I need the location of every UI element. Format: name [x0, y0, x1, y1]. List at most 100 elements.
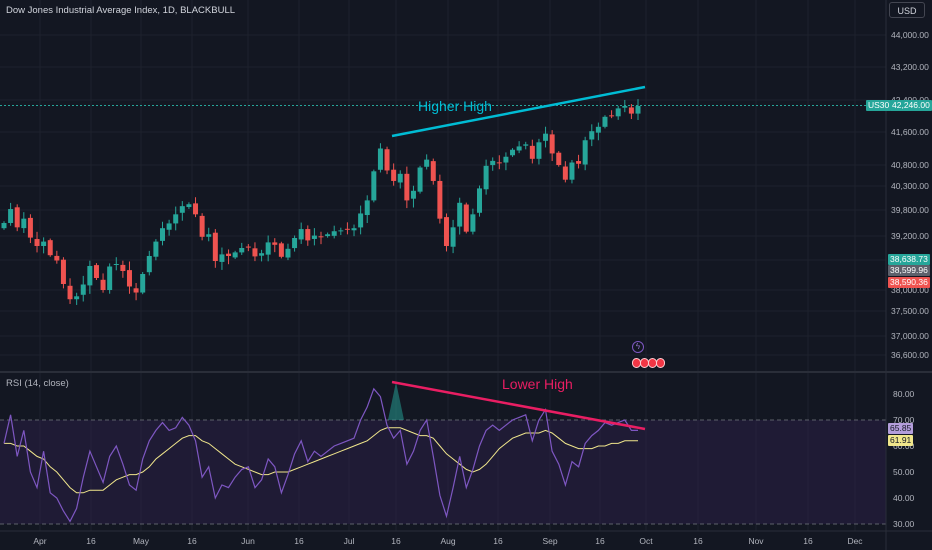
- candle-body: [199, 215, 205, 237]
- candle-body: [245, 246, 251, 248]
- candle-body: [133, 288, 139, 293]
- candle-body: [14, 207, 20, 228]
- candle-body: [113, 264, 119, 265]
- candlestick-series: [1, 99, 641, 305]
- candle-body: [54, 255, 60, 261]
- price-tick-label: 44,000.00: [891, 30, 929, 40]
- rsi-tick-label: 80.00: [893, 389, 915, 399]
- candle-body: [477, 188, 482, 213]
- candle-body: [285, 248, 291, 258]
- candle-body: [582, 140, 588, 165]
- candle-body: [146, 256, 152, 273]
- candle-body: [391, 169, 397, 181]
- candle-body: [325, 234, 331, 237]
- rsi-band: [0, 420, 886, 524]
- candle-body: [252, 248, 258, 257]
- higher-high-trendline[interactable]: [391, 85, 646, 138]
- candle-body: [457, 202, 463, 227]
- candle-body: [338, 230, 344, 232]
- candle-body: [160, 228, 165, 241]
- candle-body: [556, 152, 562, 165]
- candle-body: [219, 254, 225, 262]
- time-tick-label: Dec: [847, 536, 863, 546]
- price-label-high: 38,638.73: [888, 254, 930, 265]
- candle-body: [239, 248, 245, 253]
- rsi-line: [3, 387, 638, 523]
- candle-body: [635, 106, 641, 114]
- candle-body: [331, 231, 337, 236]
- time-axis[interactable]: Apr 16 May 16 Jun 16 Jul 16 Aug 16 Sep 16 Oct 16 Nov 16…: [33, 536, 863, 546]
- time-tick-label: May: [133, 536, 150, 546]
- time-tick-label: Jul: [344, 536, 355, 546]
- time-tick-label: 16: [493, 536, 503, 546]
- candle-body: [490, 160, 496, 166]
- candle-body: [212, 232, 218, 261]
- lower-high-trendline[interactable]: [391, 380, 646, 431]
- candle-body: [364, 200, 370, 216]
- time-tick-label: Apr: [33, 536, 46, 546]
- candle-body: [107, 266, 113, 290]
- time-tick-label: 16: [187, 536, 197, 546]
- candle-body: [417, 167, 423, 192]
- candle-body: [483, 165, 489, 190]
- dividend-event-icon[interactable]: [656, 358, 665, 368]
- candle-body: [305, 229, 311, 241]
- candle-body: [166, 223, 172, 230]
- rsi-ma-value-label: 61.91: [888, 435, 914, 446]
- candle-body: [523, 144, 529, 146]
- last-price-label: 42,246.00: [890, 100, 932, 111]
- rsi-axis[interactable]: 80.00 70.00 60.00 50.00 40.00 30.00: [893, 389, 915, 529]
- price-tick-label: 37,500.00: [891, 306, 929, 316]
- candle-body: [120, 264, 126, 271]
- candle-body: [503, 156, 509, 163]
- candle-body: [543, 133, 549, 141]
- candle-body: [510, 149, 516, 156]
- candle-body: [179, 206, 185, 213]
- candle-body: [272, 242, 278, 245]
- rsi-tick-label: 40.00: [893, 493, 915, 503]
- candle-body: [344, 228, 350, 230]
- price-tick-label: 40,300.00: [891, 181, 929, 191]
- candle-body: [595, 126, 601, 133]
- candle-body: [34, 239, 40, 246]
- candle-body: [569, 162, 575, 180]
- candle-body: [397, 173, 403, 183]
- price-axis[interactable]: 44,000.0043,200.0042,400.0041,600.0040,8…: [891, 30, 929, 360]
- price-tick-label: 39,200.00: [891, 231, 929, 241]
- lower-high-label: Lower High: [502, 376, 573, 392]
- candle-body: [622, 106, 628, 108]
- price-tick-label: 39,800.00: [891, 205, 929, 215]
- time-tick-label: 16: [803, 536, 813, 546]
- rsi-tick-label: 60.00: [893, 441, 915, 451]
- time-tick-label: Nov: [748, 536, 764, 546]
- price-label-mid: 38,599.96: [888, 265, 930, 276]
- rsi-ma-line: [4, 427, 638, 494]
- candle-body: [278, 243, 284, 257]
- currency-button[interactable]: USD: [889, 2, 925, 18]
- candle-body: [529, 145, 535, 159]
- candle-body: [430, 161, 436, 181]
- candle-body: [443, 217, 449, 246]
- price-tick-label: 37,000.00: [891, 331, 929, 341]
- price-tick-label: 43,200.00: [891, 62, 929, 72]
- candle-body: [226, 253, 232, 256]
- chart-title: Dow Jones Industrial Average Index, 1D, …: [6, 5, 236, 16]
- candle-body: [351, 228, 357, 231]
- price-tick-label: 41,600.00: [891, 127, 929, 137]
- rsi-tick-label: 70.00: [893, 415, 915, 425]
- candle-body: [153, 241, 159, 257]
- price-tick-label: 36,600.00: [891, 350, 929, 360]
- candle-body: [60, 259, 66, 284]
- candle-body: [576, 161, 582, 164]
- rsi-title: RSI (14, close): [6, 378, 69, 389]
- candle-body: [371, 171, 377, 201]
- candle-body: [80, 284, 86, 295]
- lightning-icon[interactable]: ϟ: [632, 341, 644, 353]
- price-tick-label: 40,800.00: [891, 160, 929, 170]
- candle-body: [602, 116, 608, 127]
- rsi-tick-label: 50.00: [893, 467, 915, 477]
- rsi-tick-label: 30.00: [893, 519, 915, 529]
- candle-body: [318, 236, 324, 238]
- candle-body: [126, 270, 132, 287]
